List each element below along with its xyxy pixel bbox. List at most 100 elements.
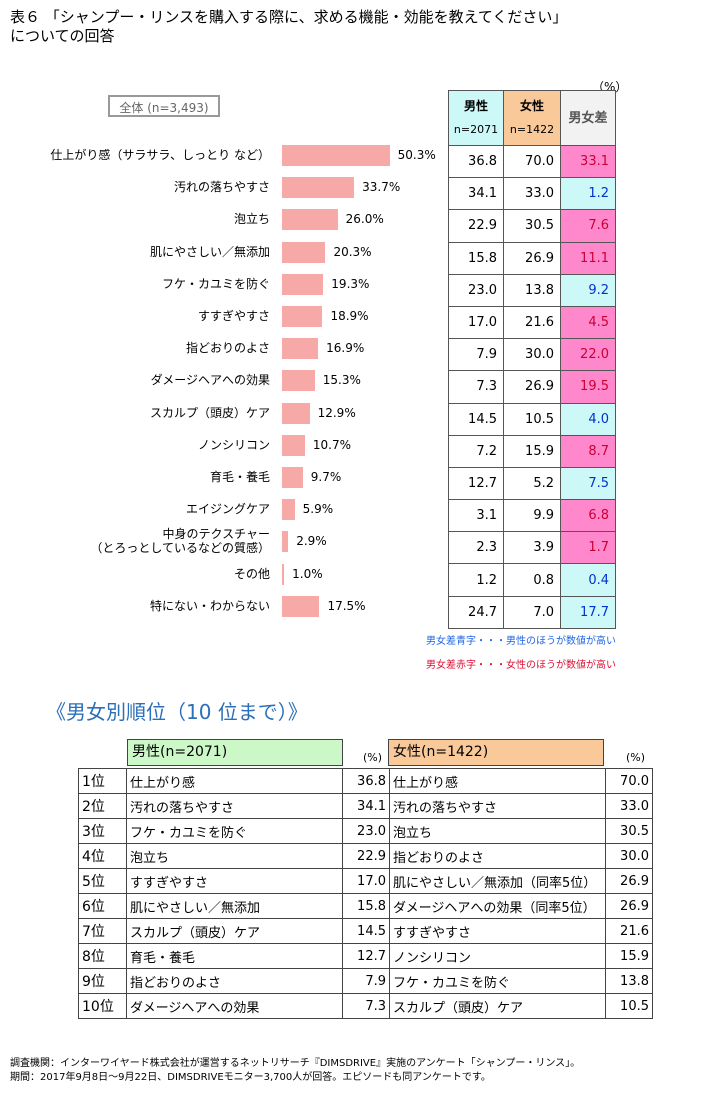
male-value: 17.0 — [448, 305, 504, 340]
bar — [282, 209, 338, 231]
female-item: ノンシリコン — [389, 943, 606, 969]
ranking-row: 2位 汚れの落ちやすさ 34.1 汚れの落ちやすさ 33.0 — [78, 793, 653, 819]
diff-value: 7.5 — [560, 466, 616, 501]
bar — [282, 563, 285, 585]
rank-cell: 6位 — [78, 893, 127, 919]
male-value: 1.2 — [448, 563, 504, 597]
diff-row: 12.7 5.2 7.5 — [448, 466, 616, 501]
female-value: 15.9 — [605, 943, 653, 969]
note-red: 男女差赤字・・・女性のほうが数値が高い — [426, 660, 616, 671]
bar — [282, 338, 319, 360]
diff-value: 19.5 — [560, 370, 616, 404]
female-value: 21.6 — [503, 305, 561, 340]
male-value: 24.7 — [448, 595, 504, 629]
bar-value-label: 33.7% — [362, 180, 401, 195]
male-value: 7.9 — [448, 338, 504, 372]
male-value: 34.1 — [448, 177, 504, 211]
note-blue: 男女差青字・・・男性のほうが数値が高い — [426, 636, 616, 647]
female-item: すすぎやすさ — [389, 918, 606, 944]
diff-value: 4.5 — [560, 305, 616, 340]
bar — [282, 145, 390, 166]
bar-value-label: 19.3% — [331, 276, 370, 291]
female-value: 30.0 — [503, 338, 561, 372]
rank-cell: 5位 — [78, 868, 127, 894]
diff-row: 15.8 26.9 11.1 — [448, 241, 616, 275]
male-header: 男性 n=2071 — [448, 90, 504, 146]
bar-value-label: 9.7% — [310, 470, 342, 484]
ranking-row: 9位 指どおりのよさ 7.9 フケ・カユミを防ぐ 13.8 — [78, 968, 653, 994]
category-label: その他 — [233, 566, 270, 581]
male-value: 7.3 — [342, 993, 390, 1019]
rank-cell: 9位 — [78, 968, 127, 994]
ranking-title: 《男女別順位（10 位まで）》 — [46, 700, 308, 724]
female-value: 26.9 — [605, 893, 653, 919]
female-value: 30.5 — [503, 209, 561, 243]
male-value: 7.9 — [342, 968, 390, 994]
female-item: 泡立ち — [389, 818, 606, 844]
female-value: 26.9 — [503, 370, 561, 404]
female-item: 汚れの落ちやすさ — [389, 793, 606, 819]
female-value: 33.0 — [605, 793, 653, 819]
male-item: フケ・カユミを防ぐ — [126, 818, 343, 844]
total-sample-label: 全体 (n=3,493) — [108, 95, 220, 117]
footer-note: 調査機関：インターワイヤード株式会社が運営するネットリサーチ『DIMSDRIVE… — [10, 1058, 581, 1083]
male-value: 23.0 — [342, 818, 390, 844]
male-item: 仕上がり感 — [126, 768, 343, 794]
rank-cell: 7位 — [78, 918, 127, 944]
diff-row: 17.0 21.6 4.5 — [448, 305, 616, 340]
bar — [282, 595, 320, 617]
female-value: 21.6 — [605, 918, 653, 944]
female-item: 仕上がり感 — [389, 768, 606, 794]
diff-row: 14.5 10.5 4.0 — [448, 402, 616, 436]
rank-cell: 2位 — [78, 793, 127, 819]
male-value: 14.5 — [448, 402, 504, 436]
female-value: 10.5 — [503, 402, 561, 436]
rank-cell: 10位 — [78, 993, 127, 1019]
category-label: ダメージヘアへの効果 — [150, 373, 270, 388]
category-label: 育毛・養毛 — [209, 470, 270, 484]
female-value: 26.9 — [605, 868, 653, 894]
ranking-row: 1位 仕上がり感 36.8 仕上がり感 70.0 — [78, 768, 653, 794]
female-item: ダメージヘアへの効果（同率5位） — [389, 893, 606, 919]
male-item: 指どおりのよさ — [126, 968, 343, 994]
bar — [282, 402, 310, 424]
female-value: 15.9 — [503, 434, 561, 468]
bar — [282, 434, 305, 456]
ranking-row: 5位 すすぎやすさ 17.0 肌にやさしい／無添加（同率5位） 26.9 — [78, 868, 653, 894]
female-item: スカルプ（頭皮）ケア — [389, 993, 606, 1019]
female-item: フケ・カユミを防ぐ — [389, 968, 606, 994]
category-label: 仕上がり感（サラサラ、しっとり など） — [50, 148, 270, 162]
category-label: 汚れの落ちやすさ — [173, 180, 270, 195]
male-value: 36.8 — [448, 144, 504, 179]
ranking-row: 6位 肌にやさしい／無添加 15.8 ダメージヘアへの効果（同率5位） 26.9 — [78, 893, 653, 919]
diff-row: 24.7 7.0 17.7 — [448, 595, 616, 629]
female-value: 30.5 — [605, 818, 653, 844]
category-label: 肌にやさしい／無添加 — [149, 244, 270, 259]
male-item: すすぎやすさ — [126, 868, 343, 894]
bar-value-label: 2.9% — [296, 534, 327, 549]
bar — [282, 467, 303, 488]
male-value: 17.0 — [342, 868, 390, 894]
diff-value: 4.0 — [560, 402, 616, 436]
bar-value-label: 15.3% — [322, 373, 361, 388]
ranking-male-unit: (%) — [363, 751, 383, 764]
bar-value-label: 26.0% — [345, 212, 384, 227]
bar-value-label: 50.3% — [397, 148, 436, 162]
male-value: 2.3 — [448, 531, 504, 565]
bar — [282, 370, 315, 392]
male-value: 23.0 — [448, 273, 504, 307]
female-item: 肌にやさしい／無添加（同率5位） — [389, 868, 606, 894]
bar-value-label: 10.7% — [312, 437, 352, 452]
male-value: 34.1 — [342, 793, 390, 819]
bar-value-label: 16.9% — [326, 341, 365, 356]
female-value: 33.0 — [503, 177, 561, 211]
male-value: 3.1 — [448, 499, 504, 533]
bar — [282, 177, 355, 199]
diff-value: 33.1 — [560, 144, 616, 179]
female-value: 5.2 — [503, 466, 561, 501]
category-label: 泡立ち — [233, 212, 270, 227]
male-value: 15.8 — [448, 241, 504, 275]
diff-value: 6.8 — [560, 499, 616, 533]
bar-value-label: 20.3% — [333, 244, 372, 259]
male-item: ダメージヘアへの効果 — [126, 993, 343, 1019]
